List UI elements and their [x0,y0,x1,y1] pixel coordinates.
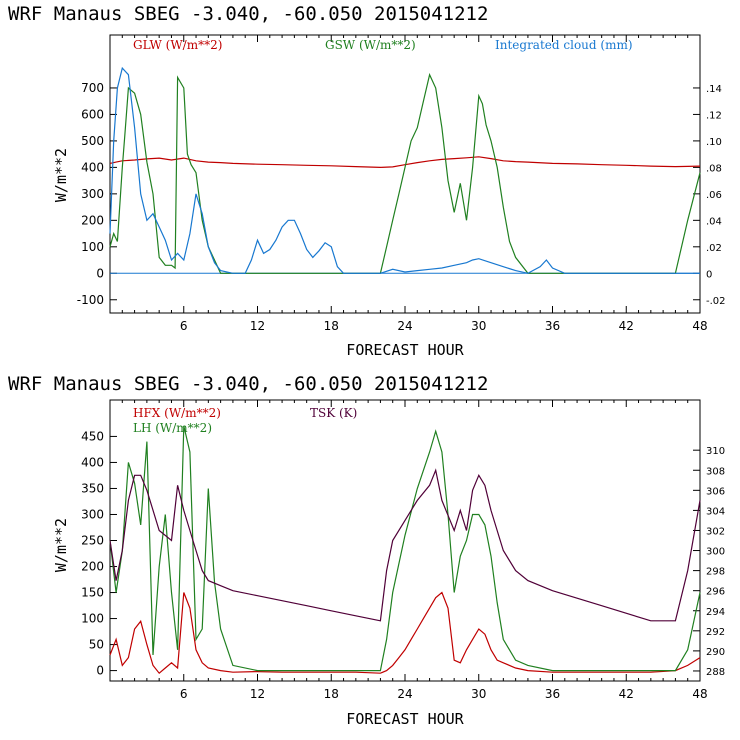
panel-1-x-axis-label: FORECAST HOUR [346,341,464,359]
panel-2-series [109,425,701,675]
y-tick-label: 250 [81,534,104,548]
y2-tick-label: 292 [706,627,725,638]
y2-tick-label: 308 [706,466,725,477]
y2-tick-label: .12 [706,110,722,121]
panel-1-plot-frame [109,34,701,314]
panel-2-plot-frame [109,399,701,682]
x-tick-label: 6 [180,687,188,701]
x-tick-label: 30 [471,687,486,701]
y2-tick-label: .14 [706,84,722,95]
y-tick-label: 400 [81,455,104,469]
y2-tick-label: .10 [706,137,722,148]
y-tick-label: 450 [81,429,104,443]
y-tick-label: 200 [81,213,104,227]
y-tick-label: 0 [96,664,104,678]
y2-tick-label: 310 [706,446,725,457]
panel-1-series [109,66,701,274]
y-tick-label: 350 [81,481,104,495]
series-line-glw-w-m-2 [109,156,701,169]
legend-integrated-cloud: Integrated cloud (mm) [495,38,633,52]
x-tick-label: 42 [619,687,634,701]
y-tick-label: 400 [81,160,104,174]
y2-tick-label: 296 [706,587,725,598]
legend-gsw: GSW (W/m**2) [325,38,416,52]
x-tick-label: 30 [471,319,486,333]
panel-1-title: WRF Manaus SBEG -3.040, -60.050 20150412… [8,3,488,25]
y2-tick-label: .06 [706,190,722,201]
y-tick-label: 100 [81,612,104,626]
y-tick-label: 700 [81,81,104,95]
y-tick-label: 500 [81,134,104,148]
panel-1-y-axis-label: W/m**2 [52,148,70,202]
x-tick-label: 48 [692,687,707,701]
x-tick-label: 48 [692,319,707,333]
y-tick-label: -100 [77,293,104,307]
panel-2-y-axis-label: W/m**2 [52,518,70,572]
x-tick-label: 18 [324,319,339,333]
series-line-integrated-cloud-mm [109,66,700,274]
y-tick-label: 600 [81,107,104,121]
x-tick-label: 24 [397,687,412,701]
y-tick-label: 0 [96,266,104,280]
y2-tick-label: .02 [706,243,722,254]
x-tick-label: 24 [397,319,412,333]
y2-tick-label: .08 [706,163,722,174]
x-tick-label: 36 [545,687,560,701]
y2-tick-label: .04 [706,216,722,227]
y2-tick-label: 0 [706,269,712,280]
series-line-hfx-w-m-2 [109,591,701,675]
panel-radiation: WRF Manaus SBEG -3.040, -60.050 20150412… [8,3,726,359]
y-tick-label: 300 [81,187,104,201]
panel-2-axes: 6 12 18 24 30 36 42 48 0 50 100 150 200 250 300 350 400 4… [81,400,725,701]
panel-surface-fluxes: WRF Manaus SBEG -3.040, -60.050 20150412… [8,373,725,728]
x-tick-label: 36 [545,319,560,333]
y2-tick-label: 294 [706,607,725,618]
x-tick-label: 12 [250,687,265,701]
y-tick-label: 50 [89,638,104,652]
y-tick-label: 150 [81,586,104,600]
y-tick-label: 100 [81,240,104,254]
x-tick-label: 18 [324,687,339,701]
y2-tick-label: 300 [706,547,725,558]
legend-glw: GLW (W/m**2) [133,38,222,52]
y2-tick-label: 304 [706,506,725,517]
series-line-gsw-w-m-2 [109,72,701,274]
y-tick-label: 300 [81,507,104,521]
series-line-tsk-k [109,468,701,622]
y2-tick-label: 290 [706,647,725,658]
legend-hfx: HFX (W/m**2) [133,406,221,420]
y2-tick-label: 288 [706,667,725,678]
y-tick-label: 200 [81,560,104,574]
y2-tick-label: -.02 [706,296,726,307]
y2-tick-label: 302 [706,526,725,537]
x-tick-label: 42 [619,319,634,333]
panel-2-x-axis-label: FORECAST HOUR [346,710,464,728]
y2-tick-label: 298 [706,567,725,578]
legend-tsk: TSK (K) [310,406,357,420]
legend-lh: LH (W/m**2) [133,421,212,435]
series-line-lh-w-m-2 [109,425,701,672]
x-tick-label: 12 [250,319,265,333]
panel-2-title: WRF Manaus SBEG -3.040, -60.050 20150412… [8,373,488,395]
y2-tick-label: 306 [706,486,725,497]
x-tick-label: 6 [180,319,188,333]
